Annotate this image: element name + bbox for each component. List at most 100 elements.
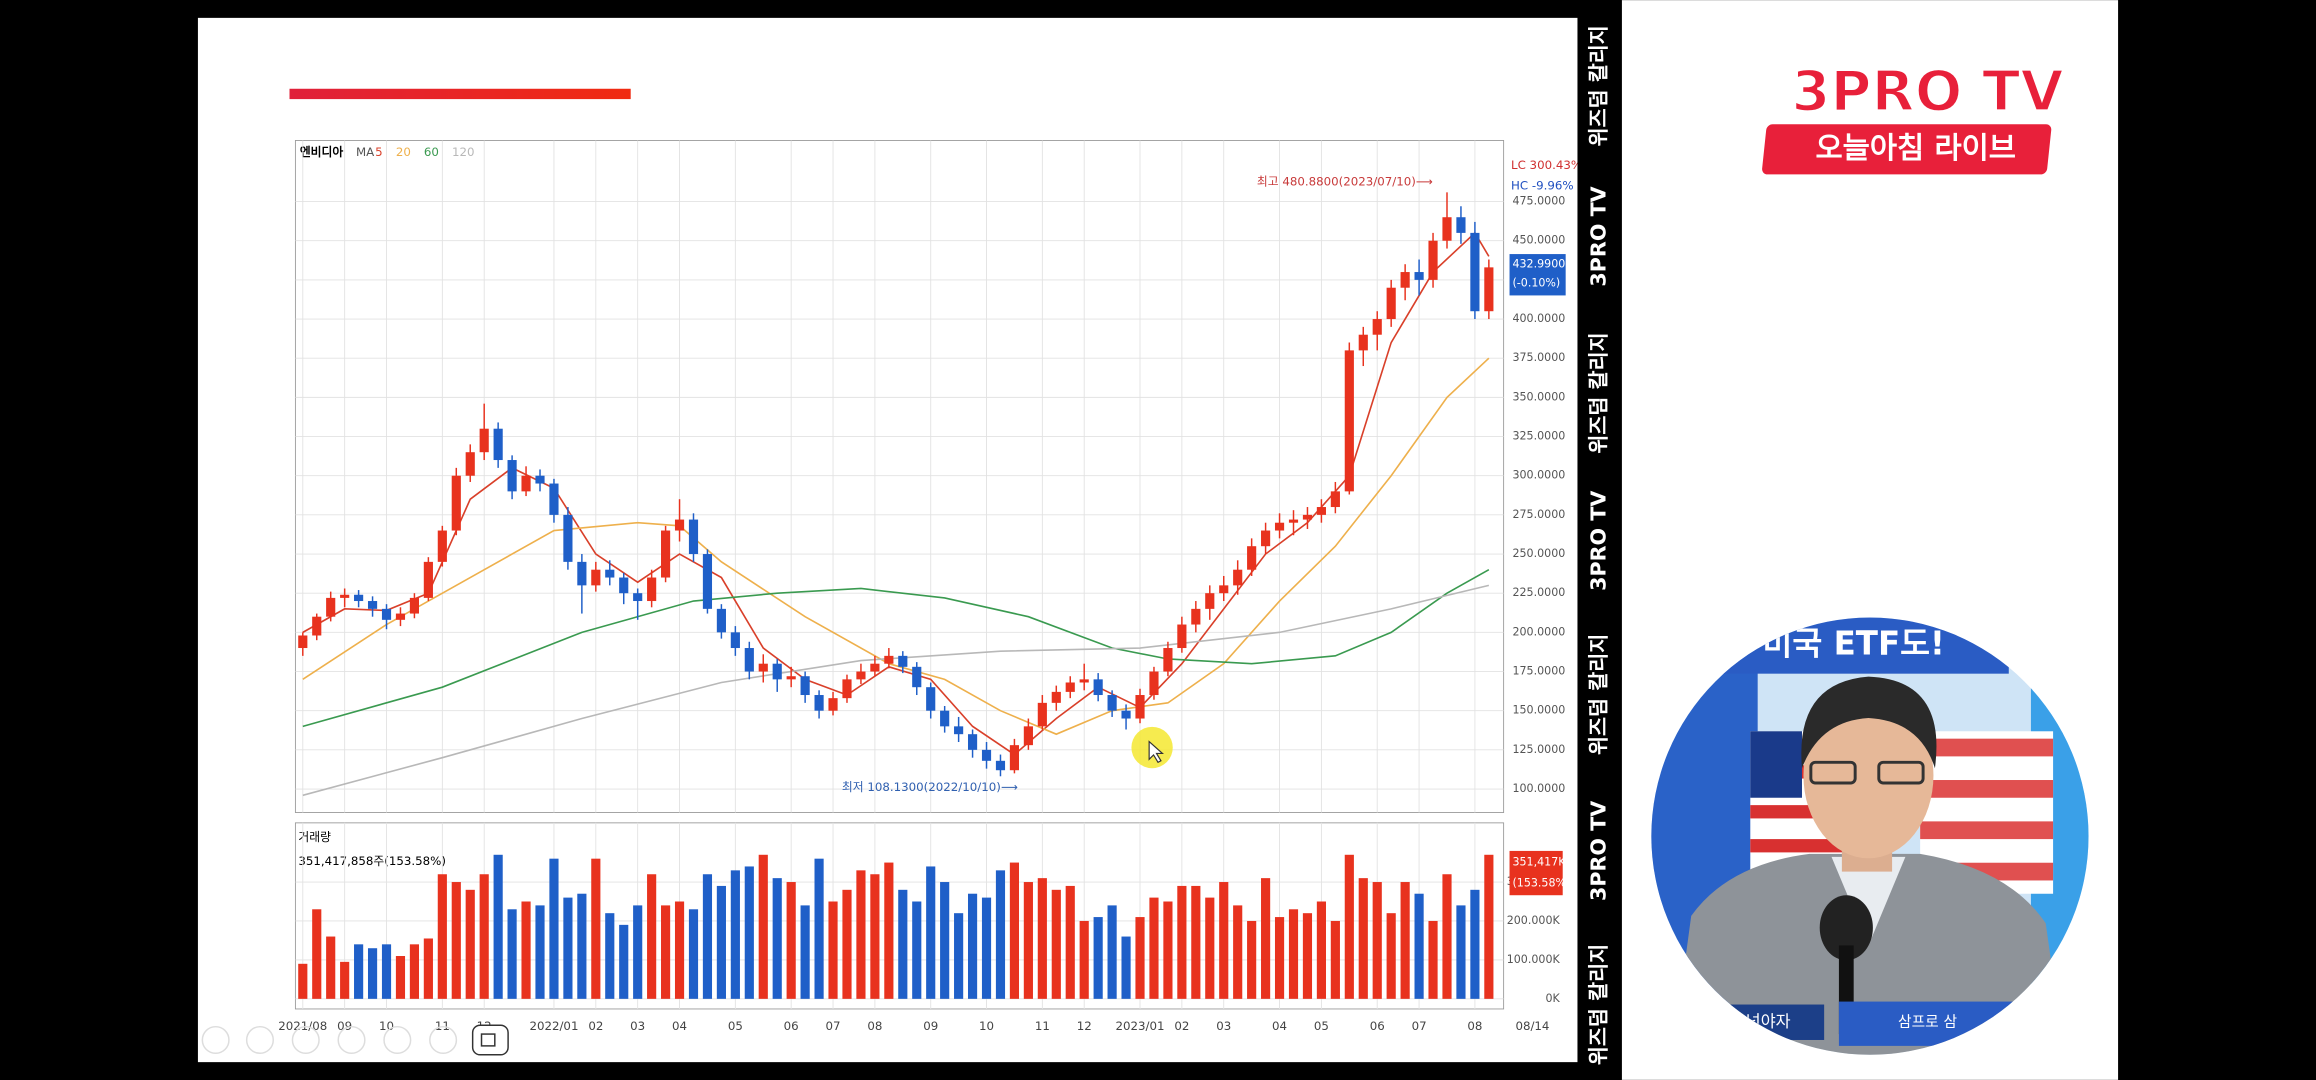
- volume-bar: [1121, 936, 1131, 999]
- banner-texts: 위즈덤 칼리지 3PRO TV 위즈덤 칼리지 3PRO TV 위즈덤 칼리지 3PRO …: [1587, 25, 1611, 1065]
- candle-body: [898, 655, 908, 667]
- volume-bar: [981, 897, 992, 999]
- x-tick-label: 10: [379, 1019, 394, 1033]
- tool-icon[interactable]: [383, 1025, 412, 1055]
- x-tick-label: 07: [1412, 1019, 1427, 1033]
- x-tick-label: 09: [337, 1019, 352, 1033]
- low-annotation: 최저 108.1300(2022/10/10)⟶: [842, 780, 1018, 794]
- flag-stripe: [1920, 738, 2054, 757]
- tool-icon[interactable]: [245, 1025, 274, 1055]
- volume-last-label: 351,417K: [1512, 856, 1566, 869]
- candle-body: [437, 530, 447, 562]
- candle-body: [702, 554, 713, 609]
- volume-bar: [1372, 882, 1382, 999]
- volume-bar: [995, 870, 1006, 999]
- volume-bar: [591, 858, 601, 999]
- tool-icon[interactable]: [291, 1025, 320, 1055]
- cursor: [1148, 740, 1164, 764]
- tool-icon[interactable]: [201, 1025, 230, 1055]
- volume-bar: [493, 854, 503, 999]
- volume-bar: [1456, 905, 1466, 999]
- volume-bar: [1205, 897, 1215, 999]
- y-tick-label: 125.0000: [1512, 743, 1565, 756]
- volume-bar: [312, 909, 322, 999]
- candle-body: [716, 608, 726, 633]
- volume-tick-label: 0K: [1545, 992, 1560, 1005]
- candle-body: [1302, 514, 1313, 520]
- volume-bar: [842, 889, 852, 999]
- volume-tick-label: 200.000K: [1507, 914, 1561, 927]
- volume-bar: [800, 905, 810, 999]
- ma-label: MA: [356, 145, 374, 159]
- lc-label: LC 300.43%: [1511, 158, 1582, 172]
- price-panel: [294, 140, 1505, 813]
- candle-body: [800, 676, 810, 696]
- x-tick-label: 12: [1077, 1019, 1092, 1033]
- candle-body: [1233, 569, 1243, 586]
- candle-body: [465, 452, 475, 476]
- y-tick-label: 175.0000: [1512, 665, 1565, 678]
- candle-body: [1470, 232, 1480, 312]
- candle-body: [1191, 608, 1201, 625]
- hc-label: HC -9.96%: [1511, 179, 1574, 193]
- x-tick-label: 03: [630, 1019, 645, 1033]
- legend-entry: 120: [452, 145, 475, 159]
- volume-bar: [619, 924, 629, 999]
- volume-last-change: (153.58%): [1512, 876, 1570, 889]
- glasses: [1809, 760, 1857, 785]
- candle-body: [954, 726, 964, 735]
- ma-line: [302, 231, 1490, 756]
- candle-body: [1344, 350, 1354, 492]
- x-tick-label: 2022/01: [529, 1019, 578, 1033]
- volume-bar: [437, 874, 447, 999]
- x-tick-label: 09: [923, 1019, 938, 1033]
- y-tick-label: 225.0000: [1512, 586, 1565, 599]
- volume-bar: [1330, 920, 1340, 999]
- candle-body: [1330, 491, 1340, 508]
- banner-text: 3PRO TV: [1587, 801, 1611, 901]
- volume-bar: [702, 874, 713, 999]
- candle-body: [1428, 240, 1438, 280]
- legend-entry: 60: [424, 145, 439, 159]
- banner-text: 위즈덤 칼리지: [1587, 634, 1611, 755]
- tool-icon[interactable]: [429, 1025, 458, 1055]
- candle-body: [1051, 691, 1061, 703]
- candle-body: [856, 671, 866, 680]
- candle-body: [1163, 648, 1173, 672]
- candle-body: [1484, 267, 1494, 312]
- tool-icon[interactable]: [337, 1025, 366, 1055]
- volume-bar: [465, 889, 475, 999]
- volume-bar: [605, 913, 615, 999]
- video-icon[interactable]: [471, 1024, 509, 1056]
- logo-top: 3PRO TV: [1791, 59, 2064, 124]
- volume-bar: [1079, 920, 1089, 999]
- volume-bar: [577, 893, 587, 999]
- volume-bar: [1247, 920, 1257, 999]
- volume-bar: [563, 897, 573, 999]
- volume-bar: [1191, 885, 1201, 999]
- candle-body: [674, 519, 685, 531]
- candle-body: [661, 530, 671, 578]
- candle-body: [521, 475, 531, 492]
- y-tick-label: 400.0000: [1512, 312, 1565, 325]
- x-tick-label: 2021/08: [278, 1019, 327, 1033]
- y-tick-label: 300.0000: [1512, 469, 1565, 482]
- y-tick-label: 475.0000: [1512, 195, 1565, 208]
- candle-body: [1261, 530, 1271, 547]
- y-tick-label: 450.0000: [1512, 234, 1565, 247]
- face: [1803, 692, 1934, 859]
- volume-bar: [1149, 897, 1159, 999]
- candle-body: [647, 577, 657, 602]
- volume-bar: [772, 878, 782, 999]
- candle-body: [381, 608, 392, 620]
- banner-text: 위즈덤 칼리지: [1587, 332, 1611, 453]
- candle-body: [870, 663, 880, 672]
- candle-body: [1400, 272, 1410, 288]
- hair: [1801, 676, 1937, 769]
- volume-bar: [814, 858, 824, 999]
- volume-bar: [1288, 909, 1299, 999]
- candle-body: [1177, 624, 1187, 649]
- volume-bar: [1484, 854, 1494, 999]
- volume-bar: [912, 901, 922, 999]
- candle-body: [981, 749, 992, 761]
